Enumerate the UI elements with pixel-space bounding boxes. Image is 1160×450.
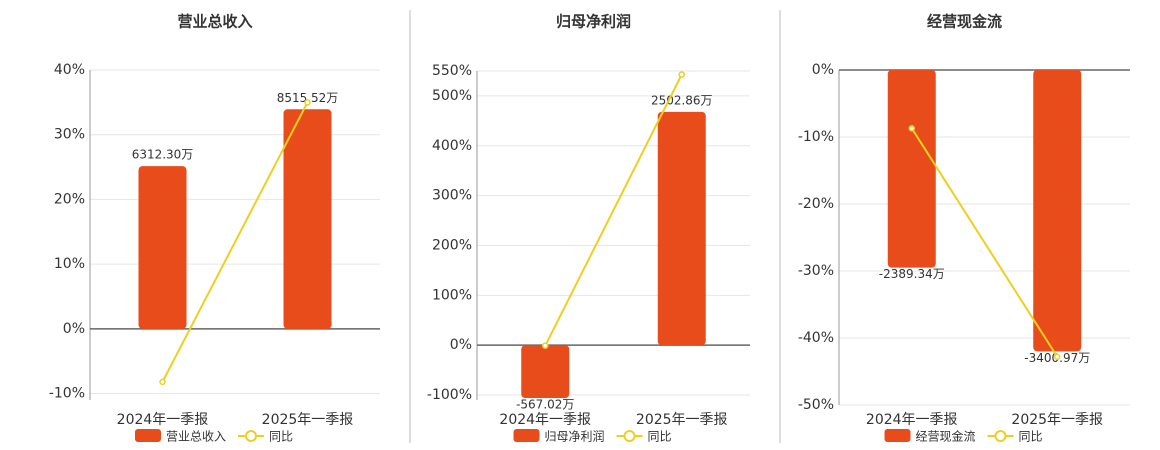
- value-label: -567.02万: [516, 398, 574, 412]
- bar: [887, 70, 936, 268]
- y-tick-label: 30%: [54, 127, 85, 143]
- value-label: 6312.30万: [132, 148, 194, 162]
- legend-label: 同比: [269, 430, 293, 444]
- legend-swatch: [884, 429, 911, 442]
- legend-swatch: [994, 430, 1007, 442]
- y-tick-label: -10%: [798, 129, 834, 145]
- legend-label: 同比: [1019, 430, 1043, 444]
- y-tick-label: -100%: [427, 387, 472, 403]
- value-label: -2389.34万: [879, 267, 945, 281]
- y-tick-label: -40%: [798, 330, 834, 346]
- x-tick-label: 2025年一季报: [262, 412, 354, 428]
- y-tick-label: 10%: [54, 256, 85, 272]
- chart-title: 营业总收入: [177, 13, 252, 31]
- legend-label: 经营现金流: [916, 429, 976, 444]
- y-tick-label: -50%: [798, 397, 834, 413]
- y-tick-label: 100%: [432, 287, 472, 303]
- legend-swatch: [513, 429, 540, 442]
- legend-swatch: [623, 430, 636, 442]
- x-tick-label: 2025年一季报: [636, 412, 728, 428]
- bar: [138, 166, 187, 329]
- bar: [1033, 70, 1082, 352]
- y-tick-label: -30%: [798, 263, 834, 279]
- chart-title: 归母净利润: [556, 13, 631, 31]
- line-point: [159, 378, 166, 386]
- legend-label: 营业总收入: [166, 430, 226, 444]
- line: [544, 74, 683, 347]
- y-tick-label: 0%: [63, 321, 85, 337]
- line-point: [908, 125, 915, 132]
- y-tick-label: 400%: [432, 138, 472, 154]
- legend-label: 归母净利润: [545, 430, 605, 444]
- line-point: [1054, 353, 1061, 361]
- x-tick-label: 2024年一季报: [866, 412, 958, 428]
- legend-label: 同比: [648, 430, 672, 444]
- bar: [283, 109, 332, 329]
- bar: [657, 111, 706, 346]
- y-tick-label: 0%: [812, 62, 834, 78]
- legend-swatch: [135, 429, 161, 442]
- y-tick-label: 40%: [54, 62, 85, 78]
- y-tick-label: 550%: [432, 63, 472, 79]
- value-label: 8515.52万: [277, 91, 339, 105]
- y-tick-label: 500%: [432, 88, 472, 104]
- line: [161, 101, 309, 383]
- x-tick-label: 2024年一季报: [117, 412, 209, 428]
- y-tick-label: 0%: [450, 337, 472, 353]
- y-tick-label: 20%: [54, 191, 85, 207]
- line-point: [542, 342, 549, 349]
- chart-title: 经营现金流: [927, 13, 1002, 31]
- x-tick-label: 2025年一季报: [1011, 412, 1103, 428]
- y-tick-label: 300%: [432, 188, 472, 204]
- y-tick-label: -20%: [798, 196, 834, 212]
- line-point: [304, 99, 311, 106]
- bar: [521, 345, 570, 399]
- value-label: 2502.86万: [651, 93, 713, 107]
- line: [910, 127, 1059, 358]
- y-tick-label: -10%: [49, 386, 85, 402]
- y-tick-label: 200%: [432, 237, 472, 253]
- legend-swatch: [245, 430, 258, 442]
- line-point: [678, 71, 685, 78]
- x-tick-label: 2024年一季报: [499, 412, 591, 428]
